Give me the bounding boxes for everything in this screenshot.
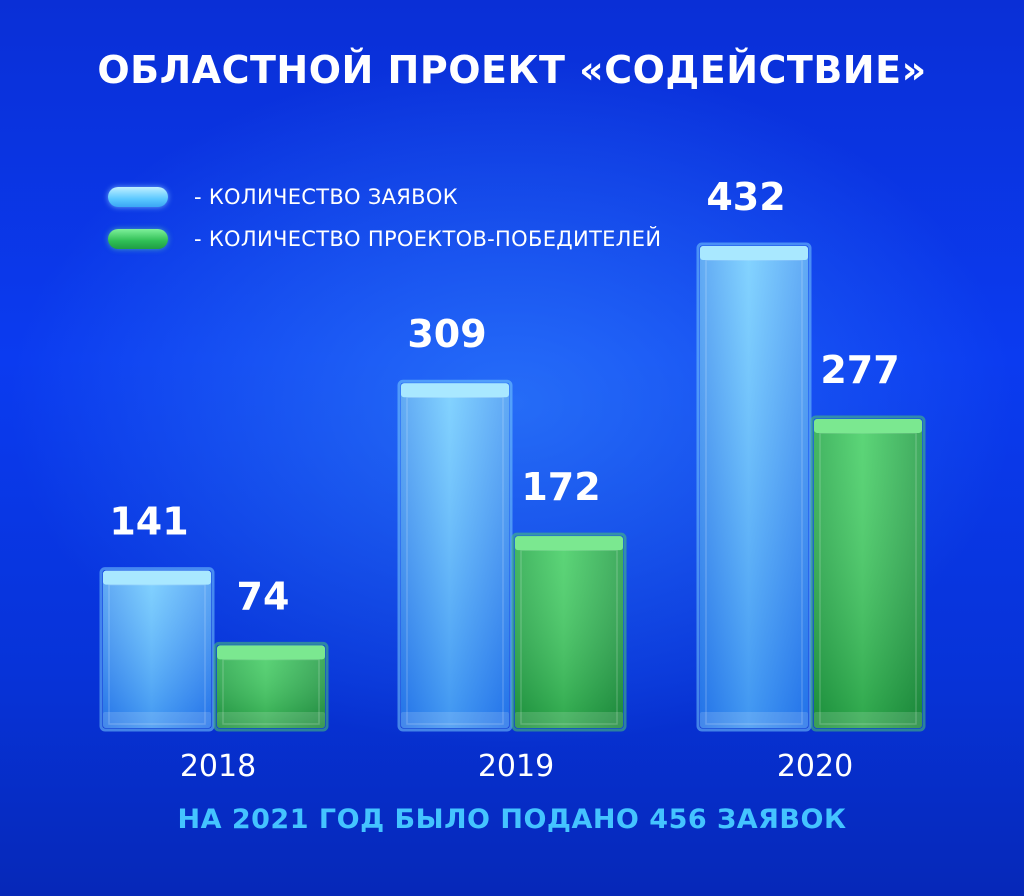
legend-item-winners: - КОЛИЧЕСТВО ПРОЕКТОВ-ПОБЕДИТЕЛЕЙ	[108, 218, 661, 260]
bar-cap	[401, 383, 509, 398]
value-label-winners-2020: 277	[820, 348, 899, 392]
value-label-applications-2020: 432	[706, 175, 785, 219]
bar-applications-2018	[99, 567, 215, 732]
value-label-winners-2019: 172	[521, 465, 600, 509]
bar-winners-2020	[810, 415, 926, 732]
value-label-applications-2018: 141	[109, 500, 188, 544]
value-label-winners-2018: 74	[237, 574, 290, 618]
bar-shade	[814, 418, 922, 728]
bar-base	[401, 712, 509, 728]
bar-cap	[515, 536, 623, 551]
chart-title: ОБЛАСТНОЙ ПРОЕКТ «СОДЕЙСТВИЕ»	[97, 48, 927, 92]
bar-applications-2019	[397, 379, 513, 732]
bar-cap	[700, 246, 808, 260]
legend-swatch-applications	[108, 187, 168, 207]
bar-base	[700, 712, 808, 728]
bar-applications-2020	[696, 242, 812, 732]
bar-base	[814, 712, 922, 728]
legend-swatch-winners	[108, 229, 168, 249]
bar-shade	[217, 645, 325, 728]
category-label-2018: 2018	[180, 749, 256, 784]
bar-glow	[511, 532, 627, 732]
bar-cap	[103, 570, 211, 585]
value-label-applications-2019: 309	[407, 312, 486, 356]
bar-shade	[401, 383, 509, 728]
legend: - КОЛИЧЕСТВО ЗАЯВОК - КОЛИЧЕСТВО ПРОЕКТО…	[108, 176, 661, 260]
bar-cap	[217, 645, 325, 660]
bar-glow	[696, 242, 812, 732]
bar-shade	[515, 536, 623, 728]
bar-glow	[810, 415, 926, 732]
bar-glow	[397, 379, 513, 732]
bar-winners-2018	[213, 641, 329, 732]
bar-glow	[213, 641, 329, 732]
legend-label-winners: - КОЛИЧЕСТВО ПРОЕКТОВ-ПОБЕДИТЕЛЕЙ	[194, 227, 662, 251]
category-label-2020: 2020	[777, 749, 853, 784]
bar-shade	[103, 570, 211, 728]
bar-base	[217, 712, 325, 728]
footer-note: НА 2021 ГОД БЫЛО ПОДАНО 456 ЗАЯВОК	[177, 804, 847, 835]
legend-label-applications: - КОЛИЧЕСТВО ЗАЯВОК	[194, 185, 458, 209]
bar-cap	[814, 418, 922, 433]
bar-base	[515, 712, 623, 728]
bar-winners-2019	[511, 532, 627, 732]
bar-shade	[700, 246, 808, 728]
legend-item-applications: - КОЛИЧЕСТВО ЗАЯВОК	[108, 176, 661, 218]
bar-base	[103, 712, 211, 728]
bar-glow	[99, 567, 215, 732]
bars-group: 141 74 2018 309 172 2019 432 277 2020	[99, 175, 926, 784]
category-label-2019: 2019	[478, 749, 554, 784]
